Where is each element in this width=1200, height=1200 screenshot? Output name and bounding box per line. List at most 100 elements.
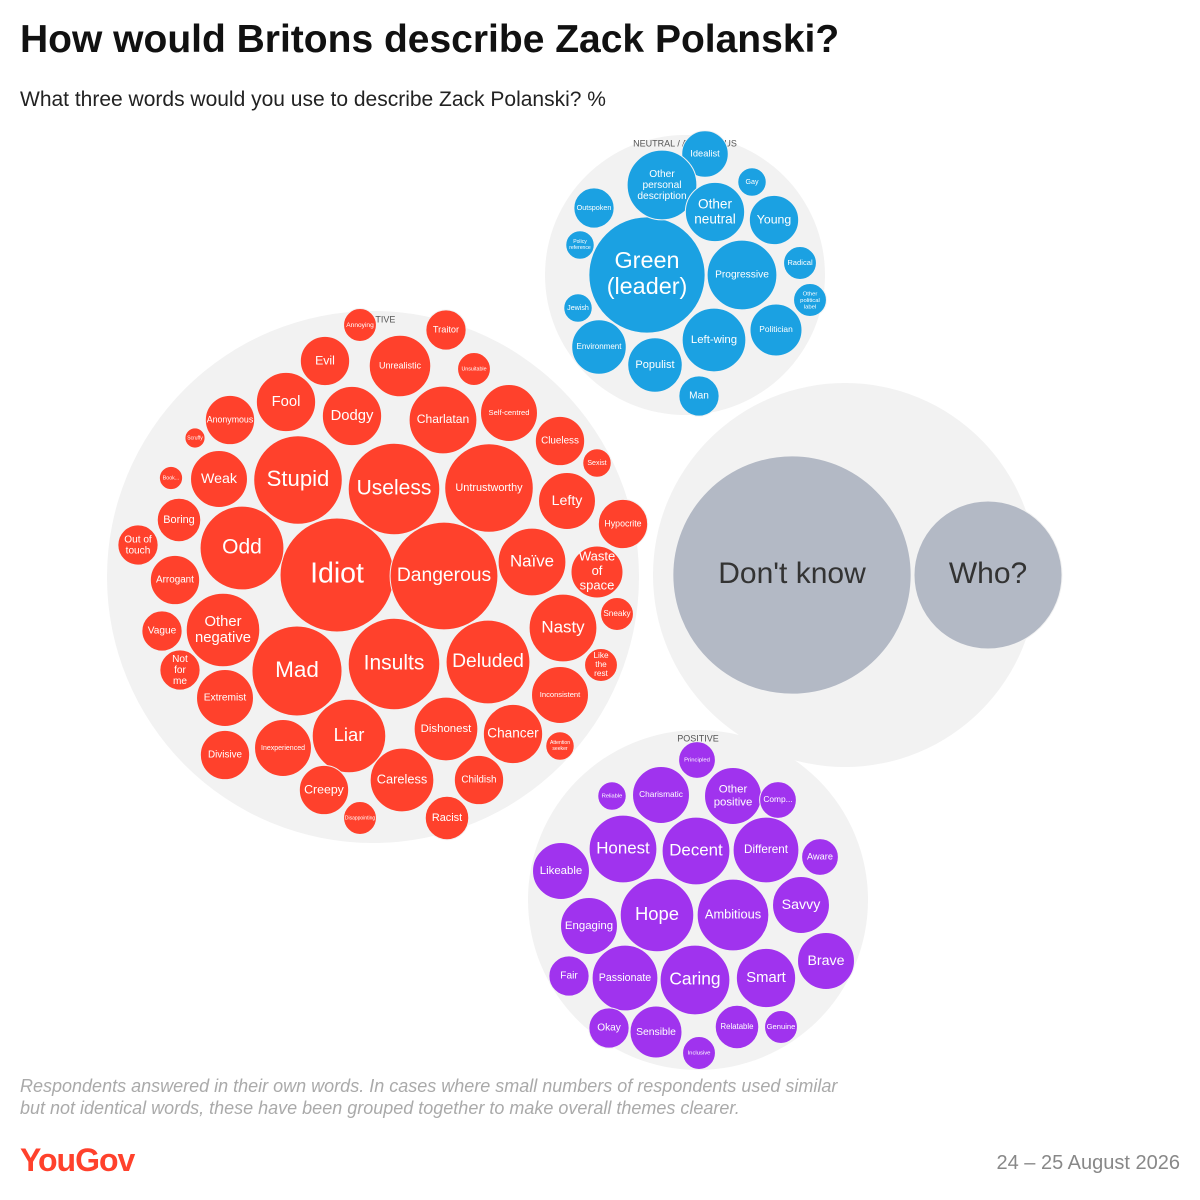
bubble-label: Boring — [163, 514, 194, 526]
bubble — [626, 149, 698, 221]
bubble-label: Annoying — [346, 322, 374, 329]
bubble-label: Caring — [669, 969, 720, 989]
bubble-label: Vague — [148, 626, 177, 637]
bubble-label: Gay — [745, 178, 758, 186]
bubble-label: Different — [744, 843, 789, 856]
bubble — [538, 472, 596, 530]
bubble-label: Naïve — [510, 551, 554, 570]
bubble-label: Disappointing — [345, 815, 376, 821]
bubble-label: Aware — [807, 851, 833, 861]
bubble — [563, 293, 593, 323]
bubble — [678, 375, 720, 417]
bubble-label: Savvy — [782, 897, 822, 913]
bubble-label: Smart — [746, 970, 785, 986]
bubble-label: Arrogant — [156, 575, 194, 586]
bubble-label: Hope — [635, 903, 679, 924]
bubble — [254, 719, 312, 777]
bubble-label: Left-wing — [691, 334, 737, 346]
bubble-label: Idealist — [690, 148, 720, 158]
bubble-label: Green (leader) — [607, 247, 688, 299]
bubble — [632, 766, 690, 824]
bubble — [748, 194, 800, 246]
bubble — [199, 729, 251, 781]
bubble — [759, 781, 797, 819]
bubble — [149, 554, 201, 606]
bubble-label: Comp... — [763, 794, 792, 804]
bubble — [681, 130, 729, 178]
subtitle: What three words would you use to descri… — [20, 88, 606, 111]
bubble-label: Jewish — [567, 304, 589, 312]
bubble — [588, 814, 658, 884]
bubble-label: Dangerous — [397, 565, 491, 586]
bubble — [368, 334, 432, 398]
bubble-label: Charismatic — [639, 789, 683, 799]
bubble-label: Brave — [807, 953, 844, 969]
bubble — [600, 597, 634, 631]
bubble — [764, 1010, 798, 1044]
bubble — [545, 731, 575, 761]
bubble — [347, 442, 441, 536]
bubble — [347, 617, 441, 711]
bubble — [573, 187, 615, 229]
bubble — [497, 527, 567, 597]
bubble-label: Idiot — [310, 558, 364, 590]
bubble — [156, 497, 202, 543]
bubble-label: Radical — [787, 258, 813, 267]
title: How would Britons describe Zack Polanski… — [20, 18, 840, 61]
bubble — [706, 239, 778, 311]
bubble-label: Anonymous — [207, 414, 254, 424]
bubble — [696, 878, 770, 952]
bubble-label: Liar — [334, 724, 365, 745]
bubble-label: Other positive — [714, 784, 753, 809]
bubble-label: Other personal description — [637, 168, 686, 201]
bubble-label: Other political label — [800, 291, 820, 310]
bubble — [732, 816, 800, 884]
bubble — [749, 303, 803, 357]
bubble-label: Insults — [364, 652, 425, 675]
bubble-label: Genuine — [767, 1022, 796, 1031]
bubble-label: Deluded — [452, 651, 524, 672]
bubble — [413, 696, 479, 762]
bubble-label: Stupid — [267, 466, 330, 491]
bubble-label: Likeable — [540, 865, 582, 877]
bubble — [453, 754, 505, 806]
bubble — [591, 944, 659, 1012]
bubble — [570, 545, 624, 599]
bubble-label: Useless — [357, 477, 432, 500]
bubble — [389, 521, 499, 631]
bubble-label: Divisive — [208, 750, 243, 761]
bubble — [117, 524, 159, 566]
bubble-label: Dodgy — [331, 408, 374, 424]
bubble-label: Creepy — [304, 782, 344, 796]
bubble-label: Okay — [597, 1023, 622, 1034]
bubble — [424, 795, 470, 841]
bubble — [737, 167, 767, 197]
bubble — [684, 181, 746, 243]
bubble — [627, 337, 683, 393]
bubble-label: Other negative — [195, 614, 251, 646]
bubble-label: Like the rest — [593, 651, 608, 678]
bubble — [661, 816, 731, 886]
bubble-label: Engaging — [565, 920, 613, 932]
bubble — [659, 944, 731, 1016]
note: Respondents answered in their own words.… — [20, 1076, 838, 1118]
bubble-label: Odd — [222, 536, 262, 559]
bubble — [445, 619, 531, 705]
bubble-label: Lefty — [552, 493, 584, 509]
bubble — [772, 876, 830, 934]
bubble — [253, 435, 343, 525]
bubble — [158, 465, 184, 491]
bubble — [597, 498, 649, 550]
bubble-label: Traitor — [433, 324, 459, 334]
bubble-label: Who? — [949, 557, 1027, 590]
bubble-label: Unsuitable — [461, 366, 486, 372]
bubble-label: Extremist — [204, 693, 247, 704]
bubble-label: Man — [689, 391, 709, 402]
bubble-label: Decent — [669, 840, 723, 859]
bubble-label: Passionate — [599, 972, 652, 984]
bubble-label: Sneaky — [603, 609, 631, 618]
bubble-label: Relatable — [721, 1022, 754, 1031]
bubble — [480, 384, 538, 442]
bubble-label: Book... — [163, 475, 180, 481]
